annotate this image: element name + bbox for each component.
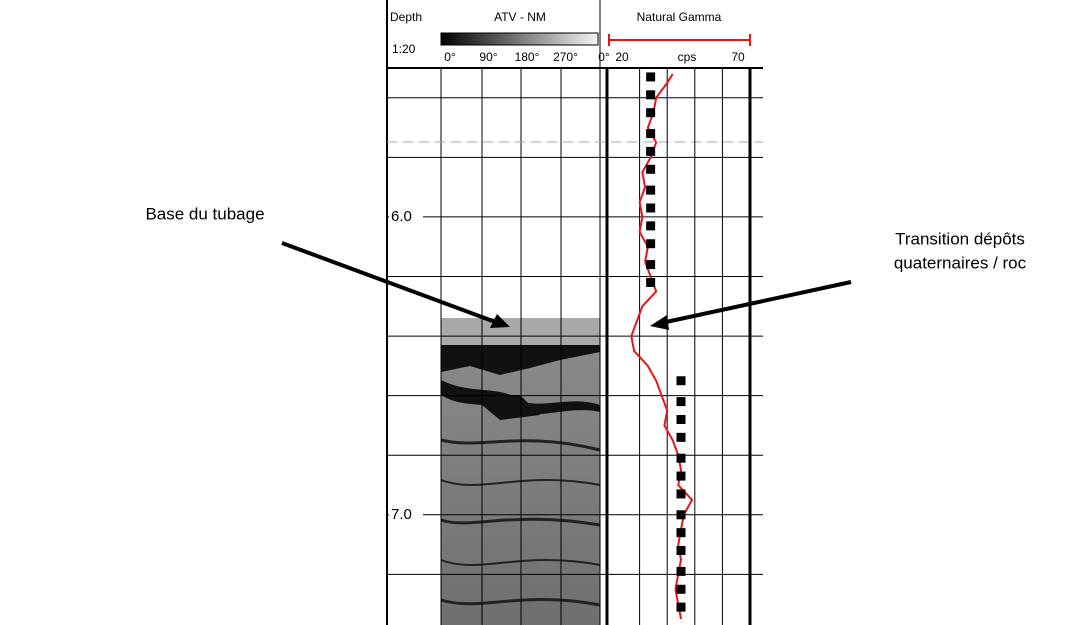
log-chart: Depth 1:20 ATV - NM Natural Gamma cps 0°… (0, 0, 1089, 625)
marker (677, 585, 686, 594)
marker (646, 90, 655, 99)
marker (677, 567, 686, 576)
marker (646, 203, 655, 212)
marker (646, 221, 655, 230)
image-header: ATV - NM (494, 10, 546, 24)
marker (677, 415, 686, 424)
marker (677, 397, 686, 406)
annotation: Base du tubage (145, 204, 264, 223)
arrow (666, 282, 851, 322)
x-tick-label: 70 (731, 50, 745, 64)
arrow-head (650, 315, 669, 330)
marker (677, 546, 686, 555)
marker (646, 260, 655, 269)
azimuth-label: 0° (598, 50, 610, 64)
azimuth-label: 270° (553, 50, 578, 64)
marker (677, 433, 686, 442)
azimuth-label: 180° (515, 50, 540, 64)
marker (646, 186, 655, 195)
arrow (282, 243, 498, 323)
marker (646, 108, 655, 117)
marker (646, 147, 655, 156)
marker (677, 454, 686, 463)
marker (646, 239, 655, 248)
marker (646, 129, 655, 138)
gamma-line (631, 74, 692, 619)
marker (677, 603, 686, 612)
marker (646, 165, 655, 174)
azimuth-label: 0° (444, 50, 456, 64)
marker (677, 489, 686, 498)
annotation: quaternaires / roc (894, 253, 1027, 272)
marker (677, 376, 686, 385)
marker (677, 510, 686, 519)
marker (677, 472, 686, 481)
depth-header: Depth (390, 10, 422, 24)
y-tick-label: 7.0 (391, 506, 412, 523)
marker (677, 528, 686, 537)
color-bar (441, 33, 598, 45)
marker (646, 278, 655, 287)
y-tick-label: 6.0 (391, 208, 412, 225)
gamma-header: Natural Gamma (637, 10, 722, 24)
x-tick-label: 20 (615, 50, 629, 64)
annotation: Transition dépôts (895, 229, 1025, 248)
scale-header: 1:20 (392, 42, 416, 56)
azimuth-label: 90° (479, 50, 497, 64)
marker (646, 72, 655, 81)
gamma-unit: cps (678, 50, 697, 64)
